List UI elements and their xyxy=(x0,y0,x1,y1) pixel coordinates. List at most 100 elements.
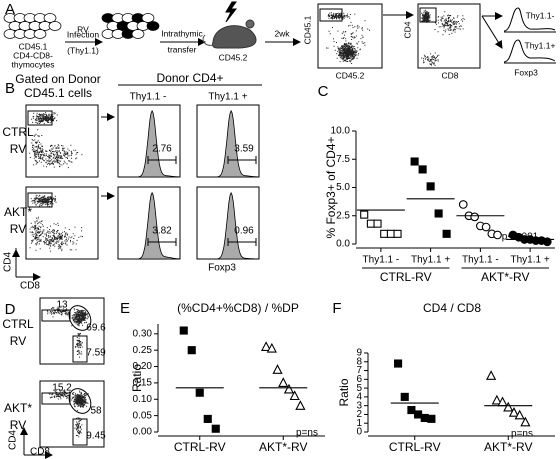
y-tick-label: 0.10 xyxy=(133,394,153,405)
cell xyxy=(43,13,57,23)
label: Gated on Donor xyxy=(15,72,100,86)
label: CD45.1 xyxy=(19,41,48,51)
cell xyxy=(141,13,155,23)
data-point xyxy=(491,394,502,405)
label: C xyxy=(318,83,329,100)
label: CD4 / CD8 xyxy=(423,301,481,315)
label: CTRL xyxy=(2,125,34,139)
flow-dots xyxy=(326,12,370,65)
plot-frame xyxy=(25,186,99,260)
data-point xyxy=(195,388,204,397)
axis-label: CD4 xyxy=(8,430,19,450)
data-point xyxy=(418,165,427,174)
data-point xyxy=(393,229,402,238)
y-tick-label: 2.5 xyxy=(336,210,350,221)
x-tick-label: AKT*-RV xyxy=(484,440,532,454)
arrow xyxy=(481,15,503,49)
data-point xyxy=(427,414,436,423)
label: CD45.1 cells xyxy=(24,86,92,100)
x-tick-label: CTRL-RV xyxy=(174,440,226,454)
data-point xyxy=(179,326,188,335)
data-point xyxy=(187,346,196,355)
data-point xyxy=(360,210,369,219)
y-tick-label: 0 xyxy=(356,427,362,438)
label: Intrathymic xyxy=(161,28,203,38)
x-tick-label: Thy1.1 - xyxy=(462,255,499,266)
label: Thy1.1- xyxy=(526,10,555,20)
label: RV xyxy=(10,222,26,236)
data-point xyxy=(458,200,468,209)
histogram xyxy=(197,109,260,178)
x-tick-label: Thy1.1 + xyxy=(411,255,450,266)
axis-label: Ratio xyxy=(337,378,351,406)
label: 2wk xyxy=(274,28,290,38)
plot-frame xyxy=(39,380,105,448)
label: CD8 xyxy=(30,447,50,458)
y-tick-label: 3 xyxy=(356,400,362,411)
label: 9.45 xyxy=(86,431,106,442)
data-point xyxy=(203,414,212,423)
mouse xyxy=(212,25,257,49)
cell xyxy=(131,29,145,39)
data-point xyxy=(211,424,220,433)
y-tick-label: 10.0 xyxy=(331,126,351,137)
gate-bar xyxy=(227,156,257,164)
histogram xyxy=(118,191,181,260)
label: 7.59 xyxy=(86,348,106,359)
gate-bar xyxy=(147,238,177,246)
y-tick-label: 4 xyxy=(356,392,362,403)
data-point xyxy=(283,383,295,394)
label: 2.76 xyxy=(152,144,172,155)
gate xyxy=(27,110,53,126)
label: (Thy1.1) xyxy=(67,45,99,55)
label: D xyxy=(5,301,16,318)
label: (%CD4+%CD8) / %DP xyxy=(177,301,299,315)
data-point xyxy=(520,416,531,427)
data-point xyxy=(266,342,277,353)
axis-label: % Foxp3+ of CD4+ xyxy=(324,136,338,238)
y-tick-label: 0.05 xyxy=(133,410,153,421)
flow-dots xyxy=(29,112,83,169)
plot-frame xyxy=(39,297,105,365)
gate xyxy=(68,305,92,331)
label: RV xyxy=(10,334,26,348)
y-tick-label: 7.5 xyxy=(336,154,350,165)
y-tick-label: 8 xyxy=(356,356,362,367)
y-tick-label: 0.00 xyxy=(133,427,153,438)
label: AKT* xyxy=(4,205,32,219)
data-point xyxy=(289,390,300,401)
gate xyxy=(419,7,437,23)
y-tick-label: 5 xyxy=(356,383,362,394)
y-tick-label: 0.20 xyxy=(133,361,153,372)
data-point xyxy=(426,182,435,191)
y-tick-label: 0.15 xyxy=(133,378,153,389)
data-point xyxy=(434,209,443,218)
histogram xyxy=(503,7,556,32)
label: F xyxy=(332,300,341,317)
label: RV xyxy=(10,142,26,156)
axis-arrow xyxy=(15,248,40,277)
gate-bar xyxy=(147,156,177,164)
flow-dots xyxy=(48,388,89,438)
y-tick-label: 9 xyxy=(356,348,362,359)
y-tick-label: 0.30 xyxy=(133,328,153,339)
histogram xyxy=(503,39,556,63)
gate xyxy=(319,8,343,22)
annotation: p=ns xyxy=(296,428,318,439)
label: 0.96 xyxy=(234,226,254,237)
data-point xyxy=(272,364,283,374)
gate xyxy=(41,309,71,322)
label: E xyxy=(120,300,130,317)
annotation: p=ns xyxy=(511,429,533,440)
cell xyxy=(33,29,47,39)
x-tick-label: Thy1.1 - xyxy=(363,255,400,266)
gate xyxy=(72,335,88,363)
histogram xyxy=(118,109,181,178)
data-point xyxy=(373,219,382,228)
axis-label: CD4 xyxy=(3,252,14,272)
label: 3.82 xyxy=(152,226,172,237)
y-tick-label: 2 xyxy=(356,409,362,420)
data-point xyxy=(386,229,395,238)
